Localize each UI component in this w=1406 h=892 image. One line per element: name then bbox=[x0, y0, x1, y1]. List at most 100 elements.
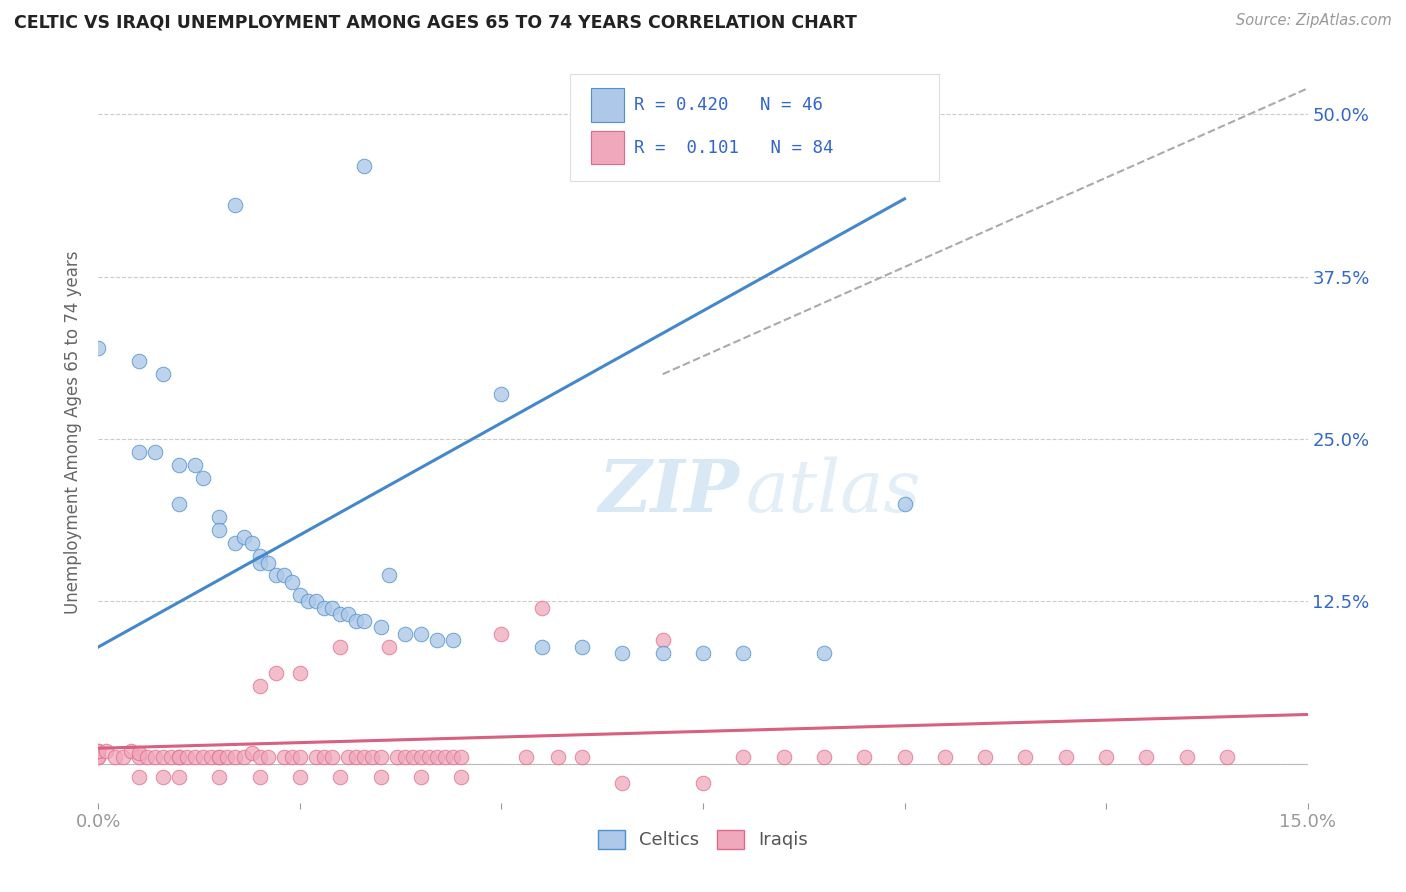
Point bbox=[651, 647, 673, 661]
Point bbox=[571, 750, 593, 764]
Point bbox=[288, 665, 311, 680]
Point bbox=[491, 627, 513, 641]
Point bbox=[152, 367, 174, 381]
Point bbox=[167, 497, 190, 511]
Point bbox=[128, 750, 150, 764]
Point bbox=[128, 747, 150, 761]
Point bbox=[426, 750, 449, 764]
Point bbox=[612, 776, 634, 790]
FancyBboxPatch shape bbox=[569, 73, 939, 181]
Point bbox=[434, 750, 457, 764]
Point bbox=[385, 750, 408, 764]
Point bbox=[288, 588, 311, 602]
Point bbox=[208, 750, 231, 764]
Point bbox=[224, 750, 246, 764]
Point bbox=[651, 633, 673, 648]
Point bbox=[612, 647, 634, 661]
Point bbox=[409, 627, 432, 641]
Point bbox=[314, 750, 336, 764]
Point bbox=[353, 750, 375, 764]
Bar bbox=[591, 130, 624, 164]
Point bbox=[418, 750, 440, 764]
Point bbox=[974, 750, 997, 764]
Point bbox=[249, 770, 271, 784]
Text: ZIP: ZIP bbox=[599, 457, 740, 527]
Point bbox=[450, 750, 472, 764]
Point bbox=[402, 750, 425, 764]
Point bbox=[87, 341, 110, 355]
Point bbox=[370, 770, 392, 784]
Point bbox=[441, 633, 464, 648]
Point bbox=[344, 614, 367, 628]
Point bbox=[1216, 750, 1239, 764]
Point bbox=[361, 750, 384, 764]
Point bbox=[240, 747, 263, 761]
Point bbox=[160, 750, 183, 764]
Point bbox=[377, 640, 399, 654]
Text: R =  0.101   N = 84: R = 0.101 N = 84 bbox=[634, 138, 834, 157]
Point bbox=[184, 750, 207, 764]
Point bbox=[208, 523, 231, 537]
Point bbox=[217, 750, 239, 764]
Point bbox=[893, 497, 915, 511]
Point bbox=[111, 750, 134, 764]
Point bbox=[1054, 750, 1077, 764]
Point bbox=[128, 445, 150, 459]
Point bbox=[87, 750, 110, 764]
Point bbox=[193, 750, 215, 764]
Point bbox=[329, 640, 352, 654]
Point bbox=[344, 750, 367, 764]
Point bbox=[353, 159, 375, 173]
Point bbox=[547, 750, 569, 764]
Point bbox=[87, 750, 110, 764]
Point bbox=[288, 770, 311, 784]
Point bbox=[426, 633, 449, 648]
Point bbox=[232, 750, 254, 764]
Point bbox=[249, 549, 271, 563]
Point bbox=[394, 627, 416, 641]
Point bbox=[450, 770, 472, 784]
Point bbox=[370, 620, 392, 634]
Point bbox=[281, 574, 304, 589]
Point bbox=[135, 750, 157, 764]
Point bbox=[167, 458, 190, 472]
Point bbox=[249, 750, 271, 764]
Point bbox=[733, 750, 755, 764]
Point bbox=[224, 536, 246, 550]
Point bbox=[409, 770, 432, 784]
Point bbox=[934, 750, 956, 764]
Point bbox=[321, 601, 343, 615]
Point bbox=[1175, 750, 1198, 764]
Point bbox=[224, 198, 246, 212]
Point bbox=[288, 750, 311, 764]
Point bbox=[184, 458, 207, 472]
Point bbox=[256, 556, 278, 570]
Point bbox=[353, 614, 375, 628]
Point bbox=[256, 750, 278, 764]
Point bbox=[853, 750, 876, 764]
Point bbox=[692, 647, 714, 661]
Point bbox=[515, 750, 537, 764]
Point bbox=[87, 744, 110, 758]
Point bbox=[200, 750, 222, 764]
Point bbox=[264, 665, 287, 680]
Y-axis label: Unemployment Among Ages 65 to 74 years: Unemployment Among Ages 65 to 74 years bbox=[65, 251, 83, 615]
Bar bbox=[591, 88, 624, 121]
Point bbox=[321, 750, 343, 764]
Point bbox=[377, 568, 399, 582]
Point bbox=[232, 529, 254, 543]
Point bbox=[167, 750, 190, 764]
Point bbox=[176, 750, 198, 764]
Point bbox=[337, 607, 360, 622]
Point bbox=[208, 770, 231, 784]
Text: CELTIC VS IRAQI UNEMPLOYMENT AMONG AGES 65 TO 74 YEARS CORRELATION CHART: CELTIC VS IRAQI UNEMPLOYMENT AMONG AGES … bbox=[14, 13, 856, 31]
Point bbox=[249, 556, 271, 570]
Point bbox=[893, 750, 915, 764]
Point bbox=[329, 770, 352, 784]
Point bbox=[314, 601, 336, 615]
Point bbox=[273, 568, 295, 582]
Point bbox=[208, 750, 231, 764]
Point bbox=[1014, 750, 1036, 764]
Point bbox=[571, 640, 593, 654]
Point bbox=[305, 750, 328, 764]
